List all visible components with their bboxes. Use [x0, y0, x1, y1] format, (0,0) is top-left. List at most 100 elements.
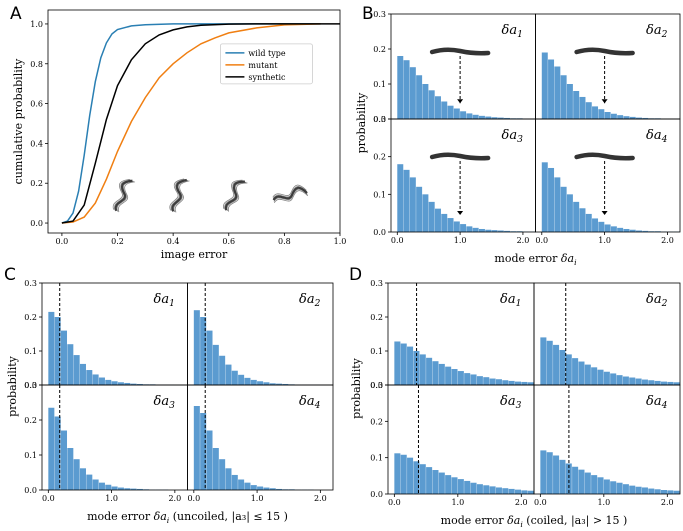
- panel-a-ytick-label: 0.0: [30, 219, 43, 228]
- histogram-bar: [598, 109, 605, 119]
- mode-label: δa4: [299, 394, 321, 411]
- histogram-bar: [553, 344, 560, 385]
- panel-b-xlabel: mode error δai: [494, 252, 577, 267]
- histogram-bar: [428, 90, 435, 119]
- mode-label-subscript: 3: [169, 401, 175, 411]
- histogram-bar: [460, 224, 467, 232]
- ytick-label: 0.1: [373, 80, 386, 89]
- histogram-bar: [422, 84, 429, 119]
- histogram-bar: [495, 379, 502, 385]
- flat-worm-icon-body: [429, 47, 491, 56]
- panel-a-xtick-label: 1.0: [334, 237, 347, 246]
- ytick-label: 0.0: [373, 115, 386, 124]
- histogram-bar: [407, 346, 414, 385]
- series-line-wild-type: [61, 23, 321, 224]
- histogram-bar: [565, 463, 572, 494]
- histogram-bar: [476, 484, 483, 494]
- histogram-bar: [419, 464, 426, 494]
- subplot-c-4: 0.0 1.0 2.0 δa4: [187, 384, 334, 503]
- xlabel-subscript: i: [167, 516, 170, 525]
- histogram-bar: [635, 378, 642, 385]
- histogram-bar: [470, 482, 477, 494]
- arrow-head-icon: [601, 211, 608, 216]
- panel-a-legend: wild type mutant synthetic: [220, 43, 313, 85]
- histogram-bar: [504, 230, 511, 232]
- histogram-bar: [219, 355, 226, 385]
- series-line-mutant: [61, 23, 321, 224]
- histogram-bar: [573, 201, 580, 232]
- histogram-bar: [117, 487, 124, 490]
- histogram-bar: [130, 383, 137, 385]
- histogram-bar: [428, 201, 435, 232]
- histogram-bar: [472, 227, 479, 232]
- xlabel-subscript: i: [520, 520, 523, 529]
- histogram-bar: [521, 490, 528, 494]
- ytick-label: 0.2: [373, 153, 386, 162]
- ytick-label: 0.2: [24, 416, 37, 425]
- ytick-label: 0.1: [24, 347, 37, 356]
- panel-a-ytick-label: 0.4: [30, 139, 43, 148]
- mode-label-symbol: δa: [646, 128, 662, 143]
- histogram-bar: [584, 472, 591, 494]
- histogram-bar: [403, 169, 410, 232]
- panel-d-ylabel: probability: [350, 357, 363, 419]
- histogram-bar: [453, 108, 460, 119]
- histogram-bar: [200, 413, 207, 490]
- mode-label-subscript: 2: [314, 299, 321, 309]
- histogram-bar: [610, 481, 617, 494]
- histogram-bar: [622, 376, 629, 385]
- histogram-bar: [206, 330, 213, 385]
- histogram-bar: [485, 116, 492, 119]
- histogram-bar: [73, 355, 80, 385]
- histogram-bar: [514, 489, 522, 494]
- histogram-bar: [541, 162, 548, 232]
- histogram-bar: [432, 470, 439, 494]
- panel-a-xtick-label: 0.6: [222, 237, 235, 246]
- histogram-bar: [610, 373, 617, 385]
- histogram-bar: [491, 230, 498, 232]
- histogram-bar: [457, 479, 464, 494]
- panel-a-ytick-label: 0.6: [30, 100, 43, 109]
- histogram-bar: [660, 381, 668, 385]
- mode-label-symbol: δa: [502, 128, 518, 143]
- histogram-bar: [617, 227, 624, 232]
- xtick-label: 0.0: [42, 494, 55, 503]
- histogram-bar: [478, 115, 485, 119]
- panel-a-ylabel: cumulative probability: [12, 58, 25, 185]
- histogram-bar: [422, 194, 429, 232]
- histogram-bar: [441, 101, 448, 119]
- histogram-bar: [553, 455, 560, 494]
- histogram-bar: [111, 486, 118, 490]
- histogram-bar: [476, 376, 483, 385]
- histogram-bar: [616, 482, 623, 494]
- worm-inset-icon-stroke: [227, 182, 248, 212]
- panel-a-xlabel: image error: [161, 248, 228, 261]
- histogram-bar: [622, 484, 629, 494]
- ytick-label: 0.1: [373, 190, 386, 199]
- ytick-label: 0.0: [373, 228, 386, 237]
- histogram-bar: [636, 230, 643, 232]
- worm-inset-icon-stroke: [112, 179, 130, 210]
- subplot-b-1: 0.0 0.1 0.2 0.3 δa1: [373, 10, 536, 124]
- ytick-label: 0.1: [24, 451, 37, 460]
- histogram-bar: [447, 218, 454, 232]
- histogram-bar: [565, 354, 572, 385]
- xtick-label: 1.0: [597, 498, 610, 507]
- panel-c-ylabel: probability: [6, 355, 19, 417]
- subplot-d-4: 0.0 1.0 2.0 δa4: [533, 384, 681, 507]
- histogram-bar: [597, 477, 604, 494]
- histogram-bar: [617, 115, 624, 119]
- histogram-bar: [464, 480, 471, 494]
- histogram-bar: [92, 374, 99, 385]
- mode-label: δa3: [154, 394, 176, 411]
- mode-label-subscript: 2: [661, 30, 668, 40]
- histogram-bar: [636, 117, 643, 119]
- histogram-bar: [445, 366, 452, 385]
- histogram-bar: [604, 224, 611, 232]
- histogram-bar: [560, 186, 567, 232]
- histogram-bar: [667, 381, 674, 385]
- mode-label-subscript: 2: [661, 299, 668, 309]
- worm-inset-icon-stroke: [224, 180, 245, 211]
- mode-label: δa1: [502, 23, 523, 40]
